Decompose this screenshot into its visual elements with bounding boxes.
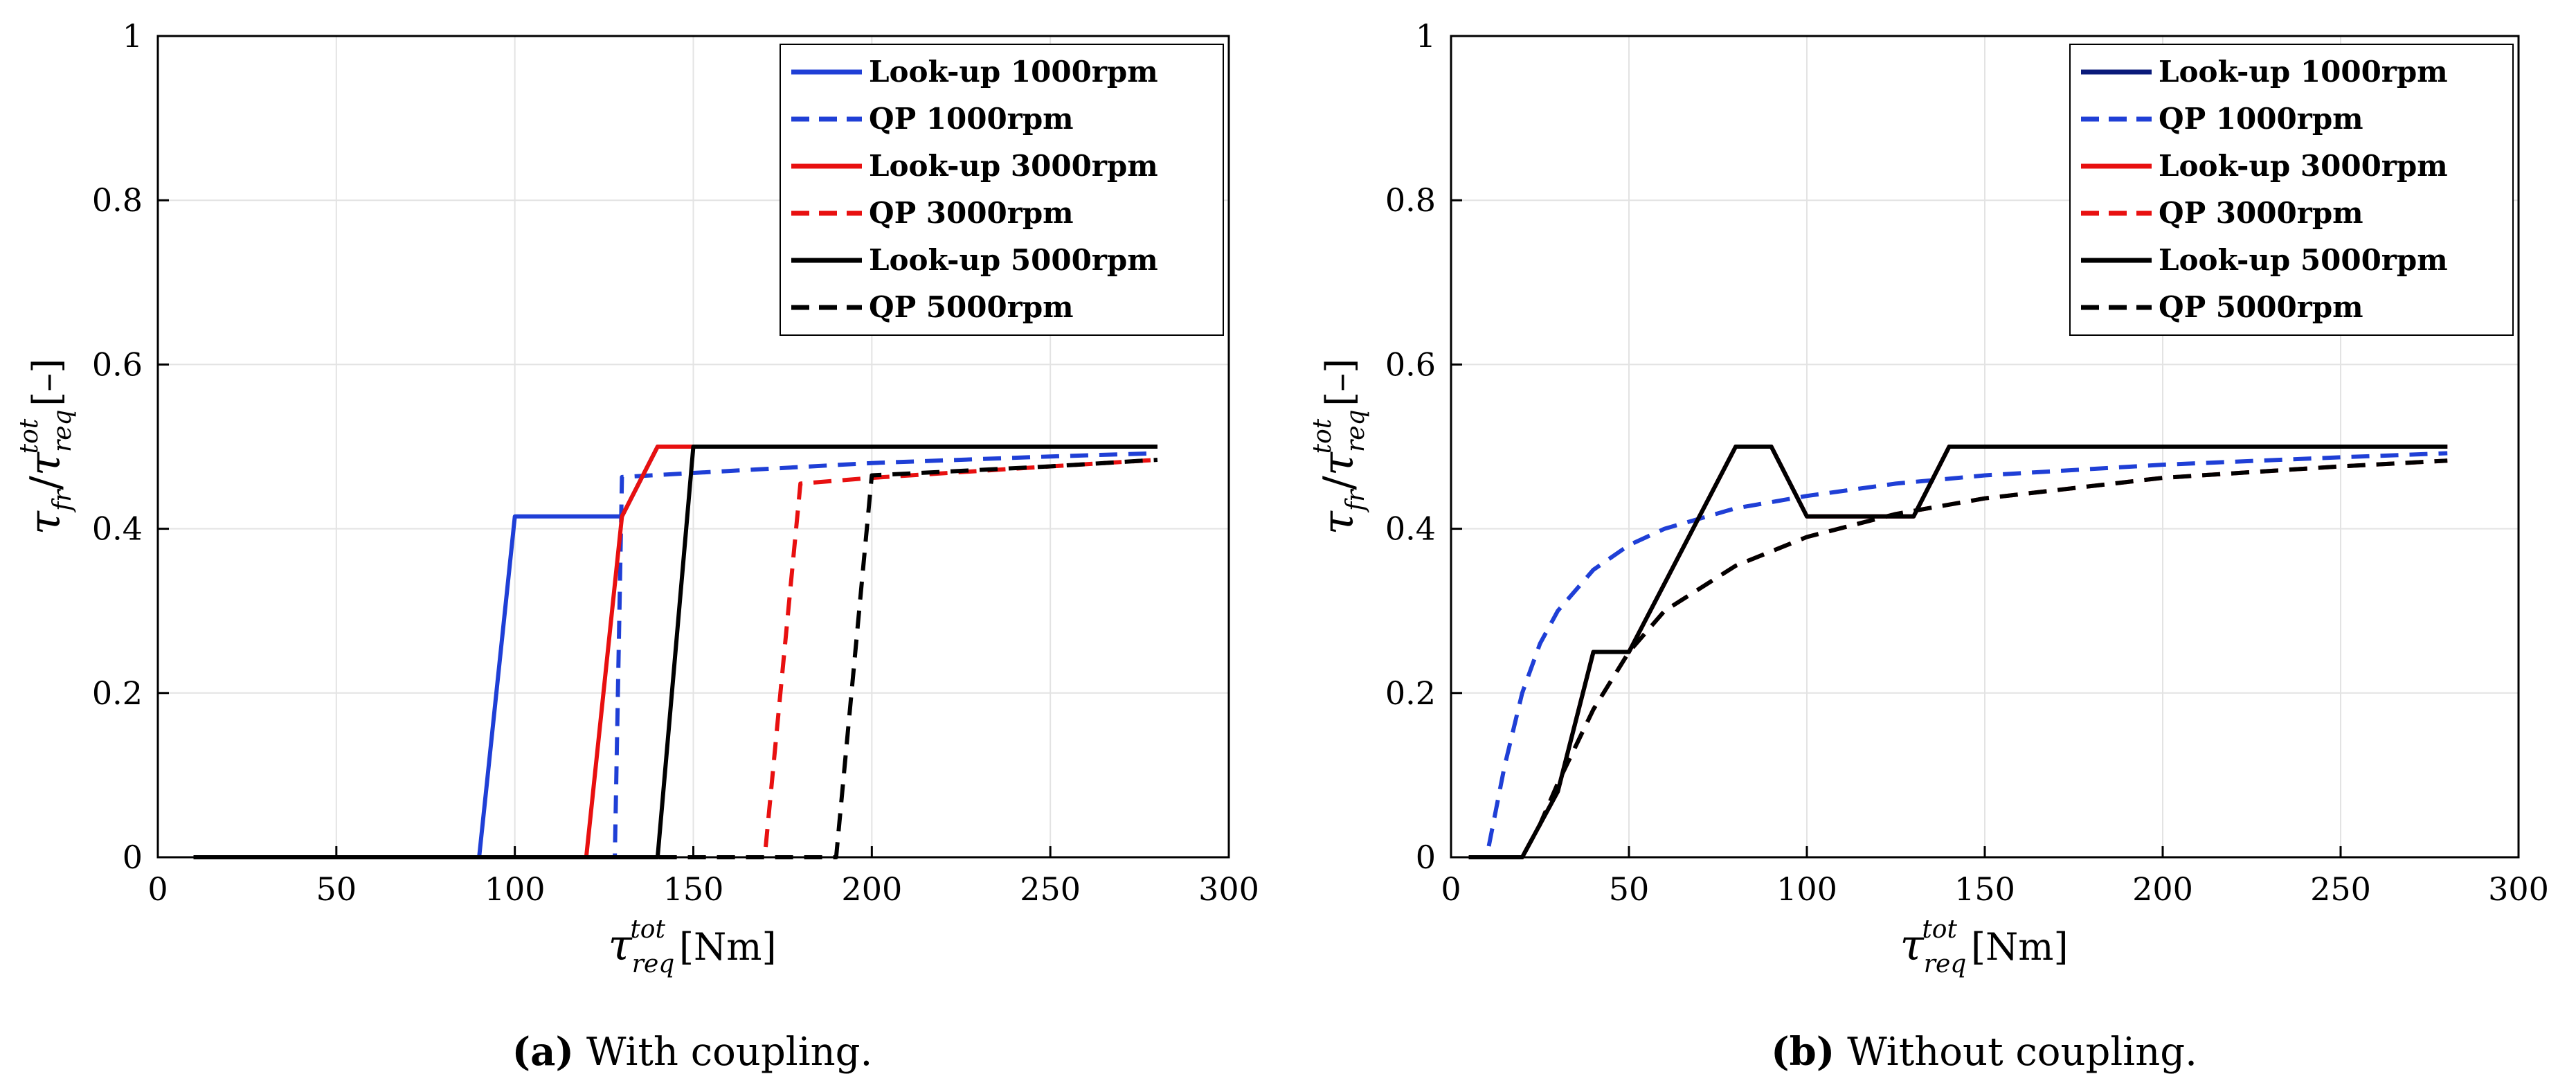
figure-caption: (a) With coupling. xyxy=(512,1029,873,1075)
x-tick-label: 50 xyxy=(316,870,357,908)
caption-label: (b) xyxy=(1771,1029,1835,1075)
x-tick-label: 200 xyxy=(2132,870,2193,908)
series-line-qp-1000rpm xyxy=(1468,451,2448,859)
x-axis-unit: [Nm] xyxy=(1971,925,2069,969)
legend-entry: QP 1000rpm xyxy=(2159,102,2363,136)
legend-entry: QP 3000rpm xyxy=(2159,196,2363,230)
y-axis-unit: [–] xyxy=(25,359,69,406)
legend-box xyxy=(780,44,1224,336)
legend-entry: QP 5000rpm xyxy=(869,290,1074,324)
legend-entry: Look-up 1000rpm xyxy=(2159,55,2448,89)
x-tick-label: 0 xyxy=(147,870,168,908)
y-tick-label: 0 xyxy=(123,839,143,876)
y-tick-label: 0.4 xyxy=(1385,510,1436,548)
caption-text: Without coupling. xyxy=(1847,1030,2197,1075)
series-group xyxy=(1468,445,2448,859)
y-axis-label: τfr/τreqtot[–] xyxy=(1308,359,1370,535)
legend-entry: Look-up 1000rpm xyxy=(869,55,1158,89)
x-tick-label: 250 xyxy=(1020,870,1081,908)
x-tick-label: 250 xyxy=(2310,870,2371,908)
y-tick-label: 0.6 xyxy=(92,346,143,383)
x-tick-label: 300 xyxy=(1198,870,1259,908)
x-tick-label: 100 xyxy=(485,870,546,908)
x-tick-label: 150 xyxy=(663,870,724,908)
legend-entry: Look-up 5000rpm xyxy=(869,243,1158,277)
panel-with-coupling: 0 50 100 150 200 250 300 0 0.2 0.4 0.6 0.8 1 τreqtot[… xyxy=(15,17,1259,1075)
y-tick-label: 0.2 xyxy=(1385,674,1436,712)
y-tick-label: 1 xyxy=(123,17,143,55)
x-axis-label: τreqtot [Nm] xyxy=(608,915,776,978)
x-axis-unit: [Nm] xyxy=(679,925,777,969)
y-tick-label: 0.2 xyxy=(92,674,143,712)
y-tick-label: 0.8 xyxy=(92,181,143,219)
legend: Look-up 1000rpm QP 1000rpm Look-up 3000rpm… xyxy=(780,44,1224,336)
legend-entry: Look-up 3000rpm xyxy=(869,149,1158,183)
x-axis-label: τreqtot [Nm] xyxy=(1900,915,2068,978)
y-axis-unit: [–] xyxy=(1318,359,1362,406)
legend-entry: QP 1000rpm xyxy=(869,102,1074,136)
y-tick-label: 0.4 xyxy=(92,510,143,548)
legend-entry: QP 3000rpm xyxy=(869,196,1074,230)
figure-caption: (b) Without coupling. xyxy=(1771,1029,2197,1075)
legend-box xyxy=(2069,44,2514,336)
x-tick-label: 200 xyxy=(841,870,902,908)
x-tick-label: 150 xyxy=(1954,870,2015,908)
y-tick-label: 0.8 xyxy=(1385,181,1436,219)
legend-entry: Look-up 3000rpm xyxy=(2159,149,2448,183)
y-tick-label: 0.6 xyxy=(1385,346,1436,383)
panel-without-coupling: 0 50 100 150 200 250 300 0 0.2 0.4 0.6 0.8 1 τreqtot[… xyxy=(1308,17,2549,1075)
caption-text: With coupling. xyxy=(586,1030,872,1075)
series-line-qp-5000rpm xyxy=(193,458,1158,859)
x-tick-label: 100 xyxy=(1776,870,1837,908)
y-tick-label: 0 xyxy=(1416,839,1436,876)
legend-entry: QP 5000rpm xyxy=(2159,290,2363,324)
x-tick-label: 50 xyxy=(1609,870,1650,908)
caption-label: (a) xyxy=(512,1029,574,1075)
y-axis-label: τfr/τreqtot[–] xyxy=(15,359,77,535)
legend: Look-up 1000rpm QP 1000rpm Look-up 3000rpm… xyxy=(2069,44,2514,336)
y-tick-label: 1 xyxy=(1416,17,1436,55)
series-line-qp-5000rpm xyxy=(1468,458,2448,859)
legend-entry: Look-up 5000rpm xyxy=(2159,243,2448,277)
x-tick-label: 0 xyxy=(1441,870,1461,908)
x-tick-label: 300 xyxy=(2488,870,2549,908)
